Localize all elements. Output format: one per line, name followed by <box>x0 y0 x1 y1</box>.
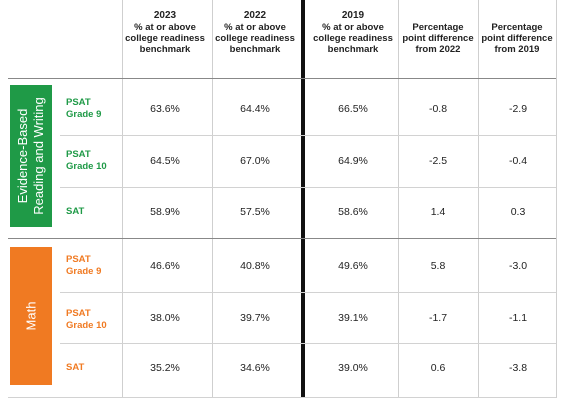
table-cell: 38.0% <box>150 312 180 324</box>
table-cell: -2.5 <box>428 155 448 167</box>
table-cell: 64.5% <box>150 155 180 167</box>
column-divider <box>122 0 123 398</box>
column-header-2022: 2022 % at or above college readiness ben… <box>212 10 298 55</box>
row-label-test: PSAT <box>66 149 91 160</box>
table-cell: -2.9 <box>508 103 528 115</box>
row-label: SAT <box>66 362 84 374</box>
row-label-test: PSAT <box>66 254 91 265</box>
table-cell: 57.5% <box>240 206 270 218</box>
table-cell: 35.2% <box>150 362 180 374</box>
column-subtitle: Percentage point difference from 2019 <box>481 22 553 55</box>
row-label: PSAT Grade 9 <box>66 97 101 121</box>
row-label-grade: Grade 9 <box>66 109 102 120</box>
group-band-label: Evidence-Based Reading and Writing <box>15 97 47 215</box>
row-divider <box>60 343 556 344</box>
row-label: PSAT Grade 10 <box>66 149 107 173</box>
row-label-test: SAT <box>66 206 85 217</box>
row-label: PSAT Grade 9 <box>66 254 101 278</box>
group-band-label: Math <box>23 302 39 331</box>
column-subtitle: % at or above college readiness benchmar… <box>125 22 205 55</box>
column-divider <box>478 0 479 398</box>
table-cell: 40.8% <box>240 260 270 272</box>
group-label-line1: Math <box>23 301 38 331</box>
row-label-test: PSAT <box>66 308 91 319</box>
table-cell: 46.6% <box>150 260 180 272</box>
row-divider <box>60 135 556 136</box>
column-divider <box>556 0 557 398</box>
header-divider <box>8 78 556 79</box>
table-cell: 1.4 <box>430 206 446 218</box>
row-divider <box>60 187 556 188</box>
row-label-test: PSAT <box>66 97 91 108</box>
table-cell: -0.4 <box>508 155 528 167</box>
column-year: 2019 <box>341 10 365 21</box>
table-cell: 34.6% <box>240 362 270 374</box>
emphasis-divider <box>301 0 305 398</box>
column-year: 2022 <box>243 10 267 21</box>
column-divider <box>398 0 399 398</box>
table-cell: -1.7 <box>428 312 448 324</box>
row-label: PSAT Grade 10 <box>66 308 107 332</box>
table-cell: 39.7% <box>240 312 270 324</box>
row-divider <box>60 292 556 293</box>
table-cell: 66.5% <box>338 103 368 115</box>
row-label-grade: Grade 10 <box>66 320 107 331</box>
table-bottom <box>8 397 556 398</box>
table-cell: -3.0 <box>508 260 528 272</box>
table-cell: 63.6% <box>150 103 180 115</box>
table-cell: 39.1% <box>338 312 368 324</box>
group-band-math: Math <box>10 247 52 385</box>
column-year: 2023 <box>153 10 177 21</box>
row-label-grade: Grade 10 <box>66 161 107 172</box>
column-subtitle: % at or above college readiness benchmar… <box>313 22 393 55</box>
table-cell: 58.6% <box>338 206 368 218</box>
table-cell: 64.4% <box>240 103 270 115</box>
table-cell: -1.1 <box>508 312 528 324</box>
table-cell: 64.9% <box>338 155 368 167</box>
table-cell: 39.0% <box>338 362 368 374</box>
group-label-line2: Reading and Writing <box>31 97 46 215</box>
column-header-diff-2019: Percentage point difference from 2019 <box>479 22 555 55</box>
table-cell: 58.9% <box>150 206 180 218</box>
row-label-grade: Grade 9 <box>66 266 102 277</box>
column-header-2023: 2023 % at or above college readiness ben… <box>122 10 208 55</box>
column-divider <box>212 0 213 398</box>
group-divider <box>8 238 556 239</box>
table-cell: 0.3 <box>510 206 526 218</box>
table-cell: 5.8 <box>430 260 446 272</box>
column-header-2019: 2019 % at or above college readiness ben… <box>310 10 396 55</box>
group-label-line1: Evidence-Based <box>15 108 30 204</box>
row-label: SAT <box>66 206 84 218</box>
column-header-diff-2022: Percentage point difference from 2022 <box>400 22 476 55</box>
table-cell: 49.6% <box>338 260 368 272</box>
group-band-ebrw: Evidence-Based Reading and Writing <box>10 85 52 227</box>
table-cell: -0.8 <box>428 103 448 115</box>
column-subtitle: Percentage point difference from 2022 <box>402 22 474 55</box>
table-cell: -3.8 <box>508 362 528 374</box>
table-cell: 0.6 <box>430 362 446 374</box>
table-cell: 67.0% <box>240 155 270 167</box>
column-subtitle: % at or above college readiness benchmar… <box>215 22 295 55</box>
row-label-test: SAT <box>66 362 85 373</box>
